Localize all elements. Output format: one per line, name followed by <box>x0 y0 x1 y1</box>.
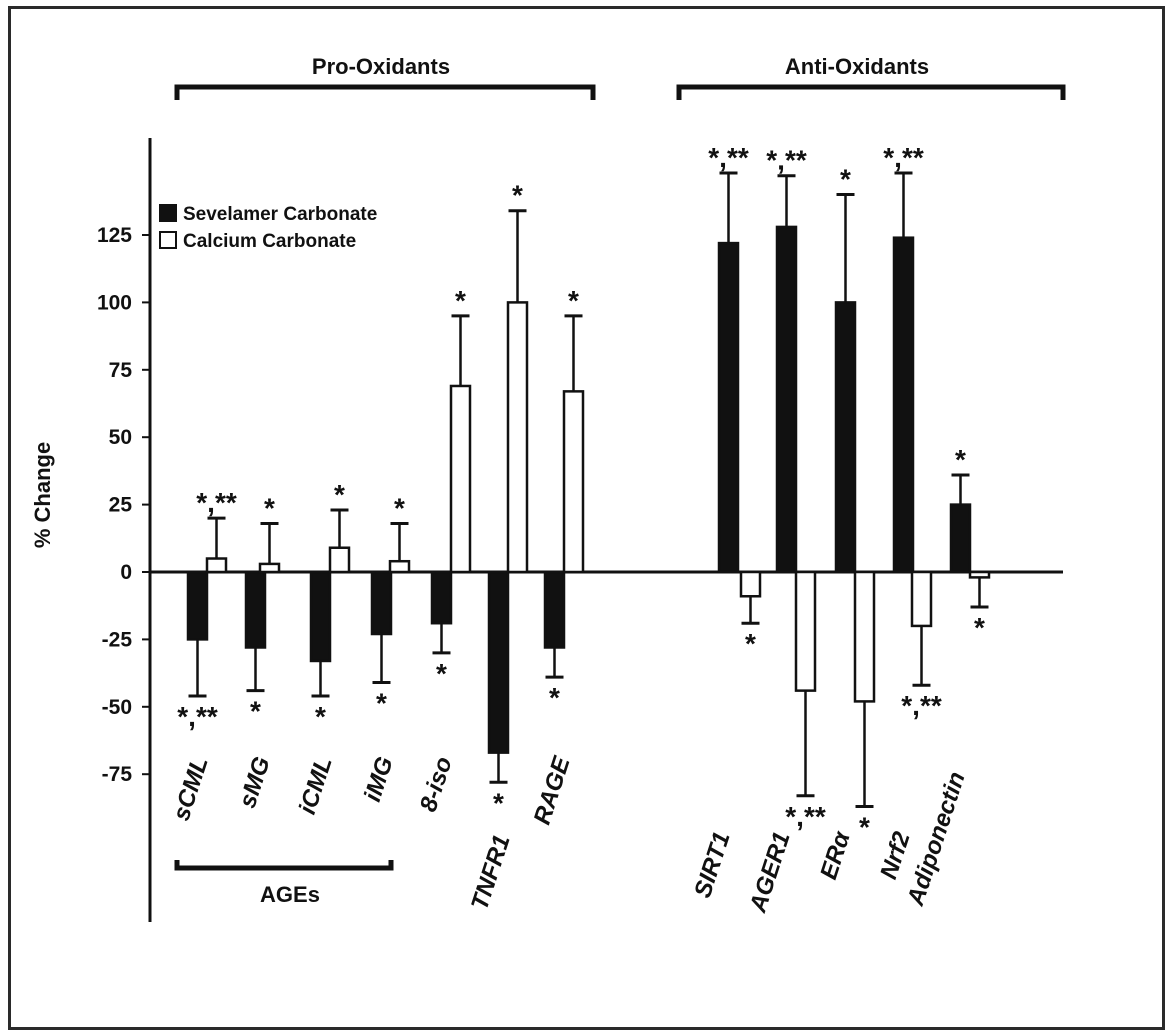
bar-calcium <box>853 570 876 703</box>
bar-sevelamer <box>430 570 453 625</box>
significance-label: *,** <box>766 145 807 176</box>
y-tick-label: -50 <box>102 696 132 719</box>
significance-label: * <box>745 628 756 659</box>
bar-sevelamer <box>370 570 393 636</box>
y-tick-label: 50 <box>109 426 132 449</box>
bar-calcium <box>449 384 472 574</box>
y-axis-label: % Change <box>30 442 55 548</box>
bar-sevelamer <box>309 570 332 663</box>
bar-sevelamer <box>487 570 510 754</box>
anti-oxidants-bracket <box>676 84 1066 100</box>
y-tick-label: 25 <box>109 494 133 517</box>
bar-calcium <box>794 570 817 692</box>
significance-label: * <box>315 701 326 732</box>
category-label: iCML <box>294 754 338 818</box>
significance-label: *,** <box>901 690 942 721</box>
significance-label: * <box>455 285 466 316</box>
y-tick-label: -75 <box>102 763 133 786</box>
significance-label: * <box>493 787 504 818</box>
pro-oxidants-bracket <box>174 84 596 100</box>
significance-label: * <box>955 444 966 475</box>
category-label: AGER1 <box>744 829 796 917</box>
significance-label: *,** <box>785 801 826 832</box>
significance-label: * <box>840 164 851 195</box>
bar-calcium <box>328 546 351 574</box>
category-label: RAGE <box>529 753 576 828</box>
significance-label: * <box>974 612 985 643</box>
legend-swatch-sevelamer <box>159 204 177 222</box>
bar-calcium <box>205 557 228 574</box>
bar-sevelamer <box>834 301 857 574</box>
bar-sevelamer <box>717 241 740 574</box>
bar-calcium <box>506 301 529 574</box>
significance-label: *,** <box>883 142 924 173</box>
significance-label: * <box>264 492 275 523</box>
significance-label: * <box>334 479 345 510</box>
bar-sevelamer <box>543 570 566 649</box>
bar-calcium <box>562 390 585 574</box>
significance-label: * <box>250 696 261 727</box>
bar-calcium <box>910 570 933 628</box>
y-tick-label: 100 <box>97 291 132 314</box>
category-label: ERα <box>815 827 856 882</box>
ages-bracket <box>174 860 394 871</box>
legend-label-sevelamer: Sevelamer Carbonate <box>183 204 377 225</box>
significance-label: * <box>376 688 387 719</box>
y-tick-label: 0 <box>120 561 132 584</box>
category-label: iMG <box>359 754 399 805</box>
significance-label: * <box>568 285 579 316</box>
significance-label: *,** <box>177 701 218 732</box>
category-label: TNFR1 <box>466 832 516 914</box>
y-tick-label: -25 <box>102 628 133 651</box>
legend: Sevelamer Carbonate Calcium Carbonate <box>159 204 377 252</box>
legend-label-calcium: Calcium Carbonate <box>183 231 356 252</box>
significance-label: *,** <box>708 142 749 173</box>
group-label-anti-oxidants: Anti-Oxidants <box>785 54 929 79</box>
significance-label: * <box>512 180 523 211</box>
bar-calcium <box>968 570 991 579</box>
bar-calcium <box>258 562 281 574</box>
significance-label: * <box>436 658 447 689</box>
bar-sevelamer <box>949 503 972 574</box>
bar-calcium <box>388 559 411 574</box>
significance-label: *,** <box>196 487 237 518</box>
legend-swatch-calcium <box>159 231 177 249</box>
bar-sevelamer <box>775 225 798 574</box>
bar-calcium <box>739 570 762 598</box>
category-label: sMG <box>234 754 276 812</box>
group-label-ages: AGEs <box>260 882 320 907</box>
bar-sevelamer <box>244 570 267 649</box>
category-label: sCML <box>168 754 214 824</box>
significance-label: * <box>394 492 405 523</box>
bar-sevelamer <box>892 236 915 574</box>
category-label: 8-iso <box>415 754 458 816</box>
significance-label: * <box>549 682 560 713</box>
figure-frame <box>8 6 1165 1030</box>
bar-sevelamer <box>186 570 209 641</box>
category-label: SIRT1 <box>689 829 736 902</box>
y-tick-label: 75 <box>109 359 133 382</box>
y-tick-label: 125 <box>97 224 132 247</box>
significance-label: * <box>859 812 870 843</box>
group-label-pro-oxidants: Pro-Oxidants <box>312 54 450 79</box>
